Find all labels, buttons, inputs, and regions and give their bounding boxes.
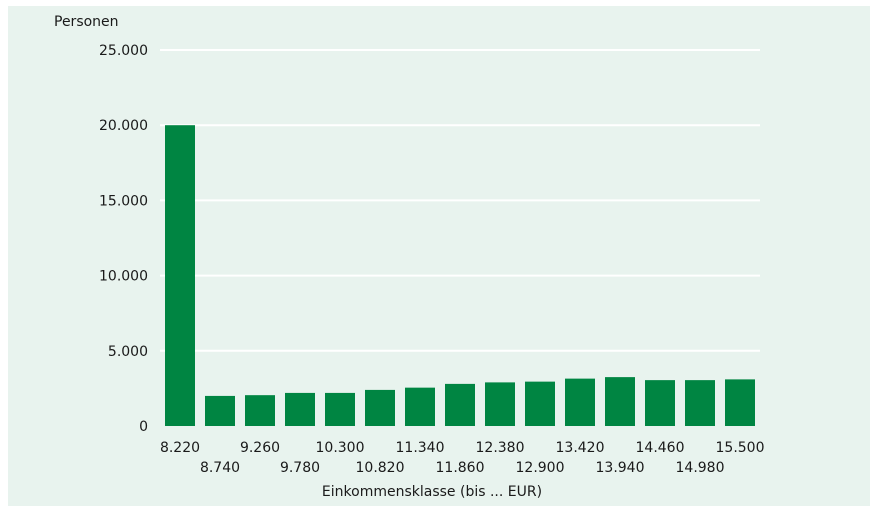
x-tick-label: 13.940 xyxy=(596,460,645,476)
bar xyxy=(245,395,275,426)
x-tick-label: 11.860 xyxy=(436,460,485,476)
bar xyxy=(645,380,675,426)
x-tick-label: 14.460 xyxy=(636,440,685,456)
y-tick-label: 0 xyxy=(139,419,148,435)
y-tick-label: 25.000 xyxy=(99,43,148,59)
gridlines xyxy=(160,49,760,352)
bar-chart: 0 5.000 10.000 15.000 20.000 25.000 8.2208.74… xyxy=(54,14,765,500)
x-tick-label: 8.740 xyxy=(200,460,240,476)
x-tick-label: 10.820 xyxy=(356,460,405,476)
bar xyxy=(725,379,755,426)
bar xyxy=(325,392,355,426)
bar xyxy=(205,395,235,426)
x-tick-label: 14.980 xyxy=(676,460,725,476)
bar xyxy=(445,383,475,426)
bar xyxy=(365,389,395,426)
bar xyxy=(485,382,515,426)
x-tick-label: 10.300 xyxy=(316,440,365,456)
bar xyxy=(405,387,435,426)
bar xyxy=(165,125,195,426)
bar xyxy=(285,392,315,426)
x-tick-label: 9.780 xyxy=(280,460,320,476)
y-axis-title: Personen xyxy=(54,14,119,30)
y-tick-labels: 0 5.000 10.000 15.000 20.000 25.000 xyxy=(99,43,148,435)
x-tick-label: 12.380 xyxy=(476,440,525,456)
bar xyxy=(605,377,635,426)
x-tick-label: 11.340 xyxy=(396,440,445,456)
x-tick-label: 8.220 xyxy=(160,440,200,456)
bar xyxy=(685,380,715,426)
bar xyxy=(525,381,555,426)
bar xyxy=(565,378,595,426)
x-tick-label: 9.260 xyxy=(240,440,280,456)
y-tick-label: 15.000 xyxy=(99,193,148,209)
y-tick-label: 20.000 xyxy=(99,118,148,134)
y-tick-label: 10.000 xyxy=(99,269,148,285)
y-tick-label: 5.000 xyxy=(108,344,148,360)
x-tick-label: 12.900 xyxy=(516,460,565,476)
x-tick-label: 15.500 xyxy=(716,440,765,456)
x-tick-label: 13.420 xyxy=(556,440,605,456)
x-axis-title: Einkommensklasse (bis ... EUR) xyxy=(322,484,542,500)
chart-panel: 0 5.000 10.000 15.000 20.000 25.000 8.220 8.74… xyxy=(8,6,870,506)
bars xyxy=(165,125,755,426)
